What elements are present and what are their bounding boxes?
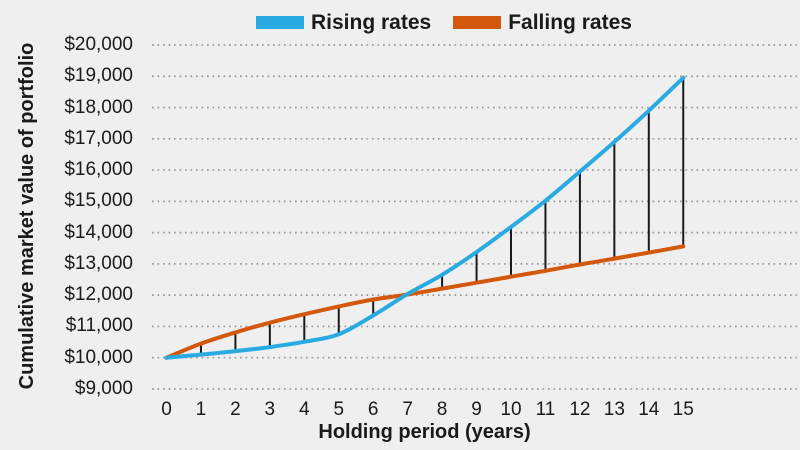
y-tick-label: $20,000 [64,34,133,55]
y-tick-label: $9,000 [74,377,133,399]
y-tick-label: $14,000 [64,221,133,243]
x-tick-label: 0 [161,399,172,420]
x-tick-label: 8 [436,399,448,420]
x-tick-label: 2 [230,399,241,420]
rising-rates-legend-label: Rising rates [311,11,432,34]
y-tick-label: $15,000 [64,190,133,212]
x-tick-label: 5 [333,399,345,420]
x-tick-label: 3 [264,399,276,420]
x-tick-label: 6 [367,399,379,420]
y-tick-label: $12,000 [64,284,133,306]
x-tick-label: 14 [638,399,660,420]
legend-item-rising-rates: Rising rates [256,12,431,33]
y-tick-label: $19,000 [64,65,133,87]
rising-rates-swatch [256,16,304,29]
x-tick-label: 11 [535,399,556,420]
rising-rates-line [164,75,686,360]
y-tick-label: $10,000 [64,346,133,368]
y-tick-label: $18,000 [64,96,133,118]
x-tick-label: 9 [471,399,482,420]
x-axis-title: Holding period (years) [318,421,531,443]
x-tick-label: 13 [603,399,625,420]
chart-legend: Rising rates Falling rates [256,12,632,33]
x-tick-label: 15 [672,399,694,420]
x-tick-label: 4 [299,399,310,420]
x-tick-label: 10 [500,399,522,420]
y-tick-label: $11,000 [65,315,133,337]
y-tick-label: $17,000 [64,127,133,149]
x-tick-label: 7 [402,399,413,420]
y-tick-label: $16,000 [64,159,133,181]
legend-item-falling-rates: Falling rates [453,12,632,33]
falling-rates-swatch [453,16,502,29]
y-tick-label: $13,000 [64,252,133,274]
x-tick-label: 12 [569,399,591,420]
x-tick-label: 1 [195,399,207,420]
falling-rates-line [164,244,686,360]
falling-rates-legend-label: Falling rates [508,11,632,34]
